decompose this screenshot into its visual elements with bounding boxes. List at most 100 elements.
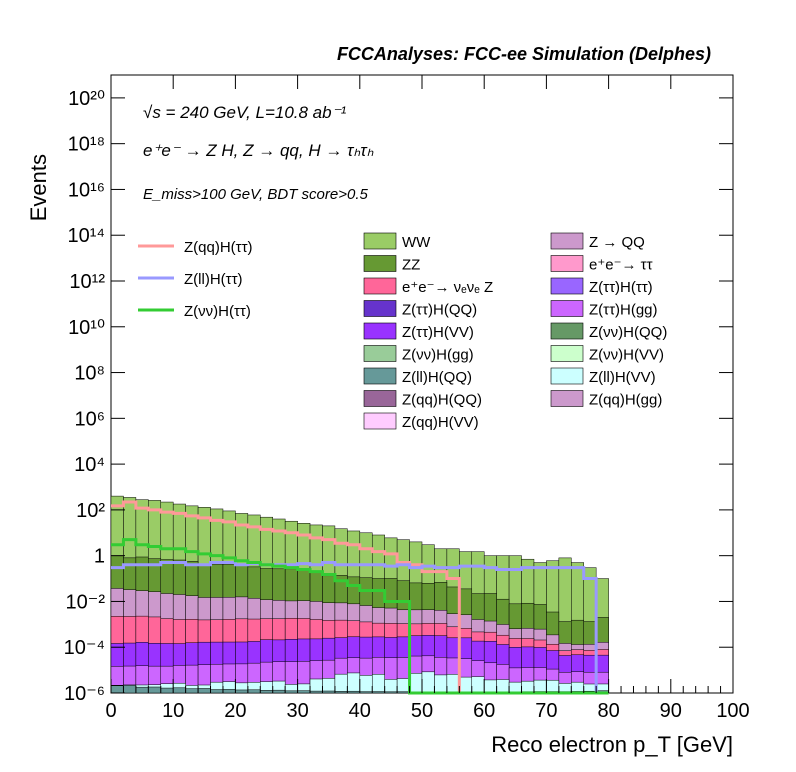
bar-7-12 (260, 690, 273, 694)
bar-7-15 (297, 690, 311, 694)
legend-label-1: Z → QQ (589, 234, 645, 251)
bar-6-19 (347, 672, 361, 694)
axes-group: 0 10 20 30 40 50 60 70 80 90 100 10⁻⁶ 10⁻⁴ 10⁻² 1 10² 10… (64, 75, 750, 722)
bar-6-35 (546, 679, 560, 694)
legend-label-6: Z(ττ)H(QQ) (402, 302, 477, 319)
bar-7-18 (334, 691, 348, 694)
y-tick-label-2: 10⁻² (66, 591, 106, 613)
legend-swatch-16 (363, 412, 397, 430)
annotation-process: e⁺e⁻ → Z H, Z → qq, H → τₕτₕ (143, 141, 374, 160)
x-tick-label-0: 0 (105, 700, 116, 722)
bar-6-33 (521, 680, 535, 694)
legend-swatch-0 (363, 232, 397, 250)
bar-7-6 (185, 688, 199, 694)
legend-swatch-9 (550, 322, 584, 340)
bar-7-14 (284, 690, 298, 694)
bar-7-9 (222, 689, 236, 694)
bar-7-2 (135, 686, 149, 694)
x-tick-label-8: 80 (597, 700, 619, 722)
legend-label-5: Z(ττ)H(ττ) (589, 279, 653, 296)
legend-group: WW Z → QQ ZZ e⁺e⁻→ ττ e⁺e⁻→ νₑνₑ Z Z(ττ)H(ττ)… (138, 232, 667, 431)
legend-signal-label-1: Z(ll)H(ττ) (184, 271, 243, 288)
y-tick-label-3: 1 (94, 546, 105, 568)
bar-6-21 (371, 674, 385, 694)
bar-7-19 (347, 690, 361, 694)
x-tick-label-5: 50 (411, 700, 433, 722)
legend-swatch-5 (550, 277, 584, 295)
bar-6-24 (409, 673, 423, 694)
legend-label-8: Z(ττ)H(VV) (402, 324, 474, 341)
x-tick-label-7: 70 (535, 700, 557, 722)
legend-swatch-15 (550, 390, 584, 407)
bar-6-31 (496, 679, 510, 694)
y-tick-label-13: 10²⁰ (68, 88, 105, 110)
y-tick-label-1: 10⁻⁴ (64, 637, 105, 659)
y-tick-label-6: 10⁶ (75, 408, 105, 430)
bar-7-22 (384, 691, 398, 694)
legend-swatch-2 (363, 255, 397, 272)
x-tick-label-2: 20 (224, 700, 246, 722)
bar-7-1 (123, 685, 137, 694)
x-tick-label-3: 30 (286, 700, 308, 722)
bar-6-30 (483, 679, 497, 694)
legend-swatch-7 (550, 300, 584, 317)
signal-line-1 (111, 561, 609, 695)
legend-label-13: Z(ll)H(VV) (589, 369, 656, 386)
bar-7-8 (210, 689, 224, 694)
legend-swatch-12 (363, 367, 397, 385)
y-tick-label-10: 10¹⁴ (68, 225, 106, 247)
x-tick-label-10: 100 (716, 700, 749, 722)
bar-6-29 (471, 676, 485, 694)
legend-label-10: Z(νν)H(gg) (402, 347, 474, 364)
legend-label-3: e⁺e⁻→ ττ (589, 257, 653, 274)
legend-label-15: Z(qq)H(gg) (589, 392, 662, 409)
bar-7-21 (371, 691, 385, 694)
signal-group (111, 500, 609, 695)
bar-6-25 (421, 671, 435, 694)
bar-6-18 (334, 673, 348, 694)
legend-label-14: Z(qq)H(QQ) (402, 392, 482, 409)
bar-6-27 (446, 674, 460, 694)
legend-swatch-4 (363, 277, 397, 295)
chart-title: FCCAnalyses: FCC-ee Simulation (Delphes) (337, 44, 711, 64)
annotation-energy: √s = 240 GeV, L=10.8 ab⁻¹ (143, 103, 347, 122)
bar-6-20 (359, 675, 373, 694)
legend-signal-label-2: Z(νν)H(ττ) (184, 303, 251, 320)
bar-6-23 (396, 678, 410, 694)
y-tick-label-4: 10² (76, 500, 105, 522)
legend-signal-label-0: Z(qq)H(ττ) (184, 239, 253, 256)
legend-label-9: Z(νν)H(QQ) (589, 324, 667, 341)
bar-6-32 (508, 681, 522, 694)
bar-6-28 (459, 676, 473, 694)
legend-label-0: WW (402, 234, 431, 251)
annotation-cuts: E_miss>100 GeV, BDT score>0.5 (143, 186, 368, 203)
legend-swatch-8 (363, 322, 397, 340)
y-tick-label-11: 10¹⁶ (68, 179, 105, 201)
legend-label-7: Z(ττ)H(gg) (589, 302, 658, 319)
x-axis-label: Reco electron p_T [GeV] (491, 732, 733, 757)
y-tick-label-0: 10⁻⁶ (64, 683, 105, 705)
bar-6-34 (533, 679, 547, 694)
legend-swatch-10 (363, 345, 397, 362)
x-tick-label-1: 10 (162, 700, 184, 722)
y-tick-label-7: 10⁸ (74, 363, 105, 385)
legend-swatch-11 (550, 345, 584, 362)
signal-line-2 (111, 538, 609, 695)
bar-7-16 (309, 690, 323, 694)
bar-7-17 (322, 690, 336, 694)
x-tick-label-6: 60 (473, 700, 495, 722)
x-tick-label-4: 40 (349, 700, 371, 722)
y-axis-label: Events (26, 154, 51, 221)
legend-swatch-14 (363, 390, 397, 407)
bar-7-4 (160, 687, 174, 694)
legend-swatch-6 (363, 300, 397, 317)
bar-7-3 (148, 686, 162, 694)
legend-label-11: Z(νν)H(VV) (589, 347, 664, 364)
y-tick-label-5: 10⁴ (74, 454, 105, 476)
legend-label-12: Z(ll)H(QQ) (402, 369, 472, 386)
bar-7-20 (359, 691, 373, 694)
bar-7-13 (272, 689, 286, 694)
bar-7-11 (247, 689, 261, 694)
legend-label-16: Z(qq)H(VV) (402, 414, 479, 431)
